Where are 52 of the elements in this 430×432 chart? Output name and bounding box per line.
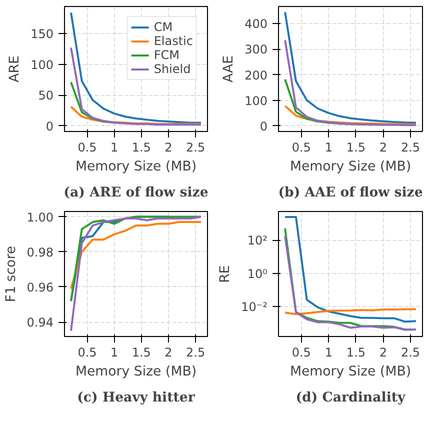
text: (a) ARE of flow size bbox=[64, 184, 208, 200]
y-tick-label: 100 bbox=[244, 94, 268, 108]
y-tick-label: 100 bbox=[30, 58, 54, 72]
x-tick-label: 0.5 bbox=[78, 346, 97, 360]
y-tick-label: 10⁰ bbox=[247, 266, 268, 281]
y-tick-label: 0 bbox=[260, 119, 268, 134]
x-tick-label: 2 bbox=[164, 140, 172, 154]
x-tick-label: 2.5 bbox=[400, 140, 420, 154]
y-tick-label: 200 bbox=[244, 68, 268, 82]
x-tick-label: 2.5 bbox=[186, 140, 206, 154]
y-tick-label: 0 bbox=[46, 119, 54, 134]
x-tick-label: 1.5 bbox=[132, 140, 151, 154]
y-tick-label: 0.96 bbox=[26, 280, 54, 294]
y-tick-label: 300 bbox=[244, 42, 268, 57]
x-tick-label: 1.5 bbox=[132, 346, 151, 360]
x-tick-label: 2.5 bbox=[400, 346, 420, 360]
x-axis-title: Memory Size (MB) bbox=[75, 160, 197, 174]
text: (b) AAE of flow size bbox=[278, 184, 423, 200]
x-tick-label: 1 bbox=[324, 140, 333, 154]
y-tick-label: 50 bbox=[38, 88, 54, 103]
y-tick-label: 150 bbox=[30, 27, 54, 42]
y-axis-title: ARE bbox=[8, 56, 23, 82]
y-tick-label: 0.98 bbox=[26, 245, 54, 260]
y-tick-label: 10⁻² bbox=[241, 300, 268, 314]
x-tick-label: 2 bbox=[379, 346, 388, 360]
y-axis-title: F1 score bbox=[4, 246, 19, 302]
y-tick-label: 400 bbox=[244, 17, 268, 32]
text: (d) Cardinality bbox=[296, 390, 407, 406]
x-tick-label: 1 bbox=[110, 140, 118, 154]
y-tick-label: 10² bbox=[247, 234, 268, 248]
y-axis-title: RE bbox=[218, 265, 234, 283]
x-tick-label: 1.5 bbox=[346, 346, 366, 360]
legend-label: CM bbox=[154, 20, 174, 34]
x-tick-label: 0.5 bbox=[292, 140, 311, 154]
legend-label: FCM bbox=[154, 48, 180, 62]
x-tick-label: 0.5 bbox=[292, 346, 311, 360]
x-tick-label: 1.5 bbox=[346, 140, 366, 154]
x-tick-label: 2 bbox=[379, 140, 388, 154]
x-axis-title: Memory Size (MB) bbox=[290, 160, 412, 174]
x-tick-label: 1 bbox=[324, 346, 333, 360]
legend-label: Shield bbox=[154, 62, 191, 76]
y-tick-label: 0.94 bbox=[26, 316, 54, 330]
x-tick-label: 1 bbox=[110, 346, 118, 360]
legend-label: Elastic bbox=[154, 34, 193, 48]
x-tick-label: 0.5 bbox=[78, 140, 97, 154]
x-axis-title: Memory Size (MB) bbox=[290, 364, 412, 380]
x-tick-label: 2 bbox=[164, 346, 172, 360]
y-axis-title: AAE bbox=[222, 55, 237, 83]
y-tick-label: 1.00 bbox=[26, 210, 54, 224]
text: (c) Heavy hitter bbox=[77, 390, 196, 406]
x-tick-label: 2.5 bbox=[186, 346, 206, 360]
x-axis-title: Memory Size (MB) bbox=[75, 364, 197, 380]
